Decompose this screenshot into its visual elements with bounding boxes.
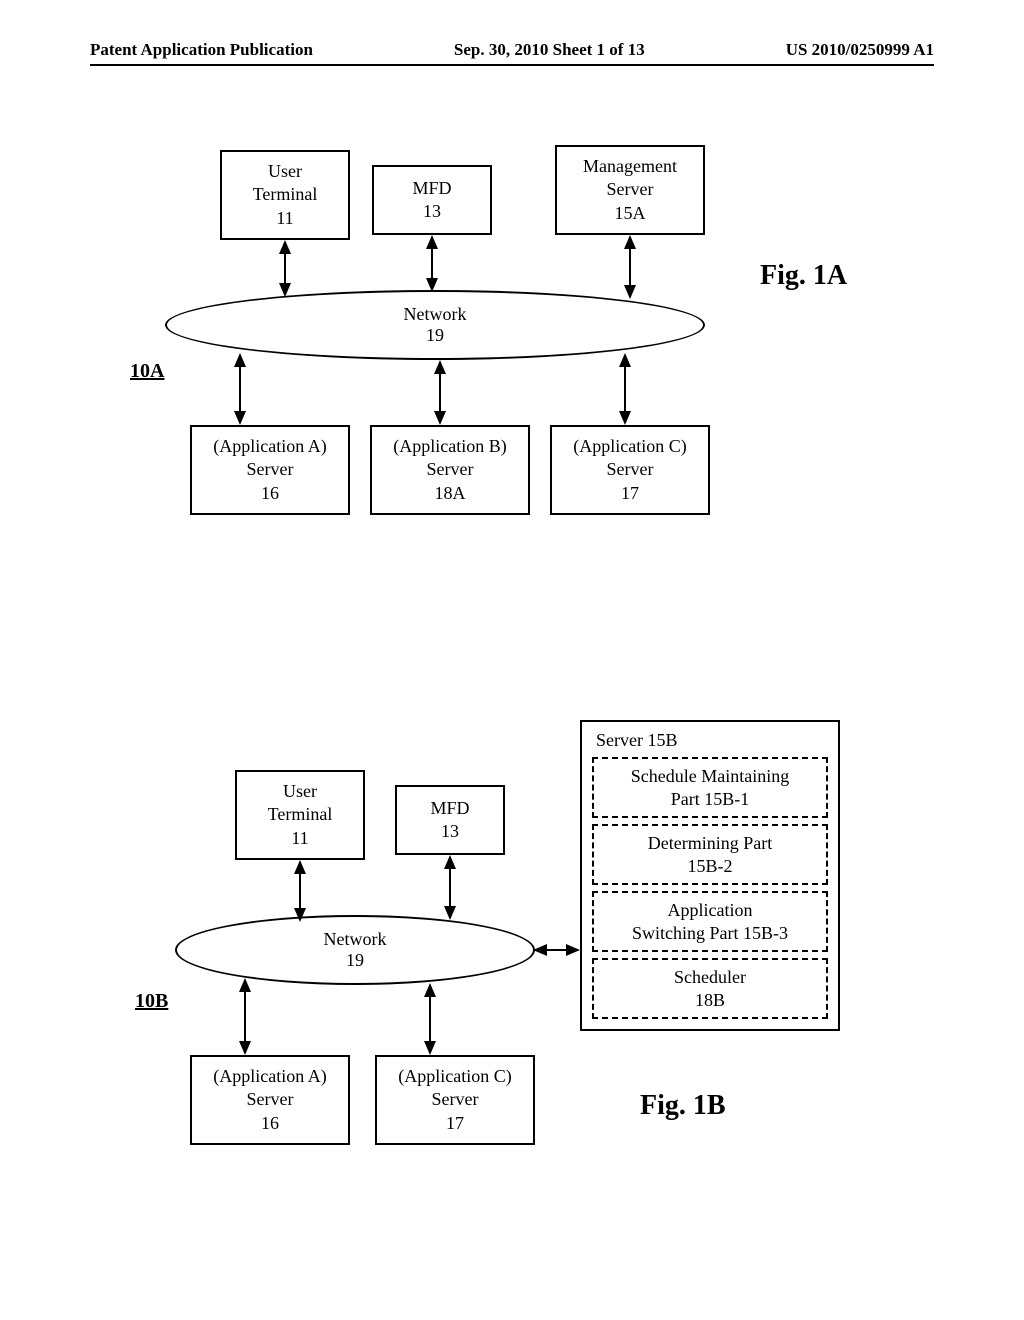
text: Server — [607, 458, 654, 481]
text: 18A — [435, 482, 466, 505]
text: Terminal — [253, 183, 318, 206]
application-switching-part: Application Switching Part 15B-3 — [592, 891, 828, 952]
figB-label: Fig. 1B — [640, 1090, 726, 1122]
scheduler-part: Scheduler 18B — [592, 958, 828, 1019]
text: Network — [404, 304, 467, 325]
text: Terminal — [268, 803, 333, 826]
text: Server — [427, 458, 474, 481]
schedule-maintaining-part: Schedule Maintaining Part 15B-1 — [592, 757, 828, 818]
figA-label: Fig. 1A — [760, 260, 847, 292]
text: Management — [583, 155, 677, 178]
text: (Application A) — [213, 435, 326, 458]
text: Application — [668, 900, 753, 920]
text: 19 — [426, 325, 444, 346]
text: Determining Part — [648, 833, 772, 853]
figA-app-a-server: (Application A) Server 16 — [190, 425, 350, 515]
text: 18B — [695, 990, 725, 1010]
text: 17 — [621, 482, 639, 505]
text: Switching Part 15B-3 — [632, 923, 788, 943]
determining-part: Determining Part 15B-2 — [592, 824, 828, 885]
text: 13 — [423, 200, 441, 223]
text: 16 — [261, 482, 279, 505]
figA-mfd: MFD 13 — [372, 165, 492, 235]
figB-server-15b: Server 15B Schedule Maintaining Part 15B… — [580, 720, 840, 1031]
figA-ref: 10A — [130, 360, 164, 383]
text: Part 15B-1 — [671, 789, 750, 809]
text: 19 — [346, 950, 364, 971]
figB-user-terminal: User Terminal 11 — [235, 770, 365, 860]
figB-app-c-server: (Application C) Server 17 — [375, 1055, 535, 1145]
text: (Application A) — [213, 1065, 326, 1088]
text: (Application C) — [573, 435, 686, 458]
text: 17 — [446, 1112, 464, 1135]
text: Server — [247, 458, 294, 481]
diagram-area: User Terminal 11 MFD 13 Management Serve… — [0, 0, 1024, 1320]
text: User — [283, 780, 317, 803]
text: 11 — [291, 827, 308, 850]
figB-mfd: MFD 13 — [395, 785, 505, 855]
text: (Application B) — [393, 435, 506, 458]
text: Schedule Maintaining — [631, 766, 789, 786]
text: Network — [324, 929, 387, 950]
text: Server — [432, 1088, 479, 1111]
text: 15A — [615, 202, 646, 225]
figB-ref: 10B — [135, 990, 168, 1013]
text: 15B-2 — [688, 856, 733, 876]
text: MFD — [412, 177, 451, 200]
text: 11 — [276, 207, 293, 230]
text: Scheduler — [674, 967, 746, 987]
figA-user-terminal: User Terminal 11 — [220, 150, 350, 240]
figB-app-a-server: (Application A) Server 16 — [190, 1055, 350, 1145]
text: 13 — [441, 820, 459, 843]
server-15b-title: Server 15B — [592, 730, 828, 751]
text: Server — [607, 178, 654, 201]
text: MFD — [430, 797, 469, 820]
text: (Application C) — [398, 1065, 511, 1088]
figA-management-server: Management Server 15A — [555, 145, 705, 235]
figA-app-c-server: (Application C) Server 17 — [550, 425, 710, 515]
figA-app-b-server: (Application B) Server 18A — [370, 425, 530, 515]
text: User — [268, 160, 302, 183]
figA-network: Network 19 — [165, 290, 705, 360]
text: Server — [247, 1088, 294, 1111]
figB-network: Network 19 — [175, 915, 535, 985]
text: 16 — [261, 1112, 279, 1135]
